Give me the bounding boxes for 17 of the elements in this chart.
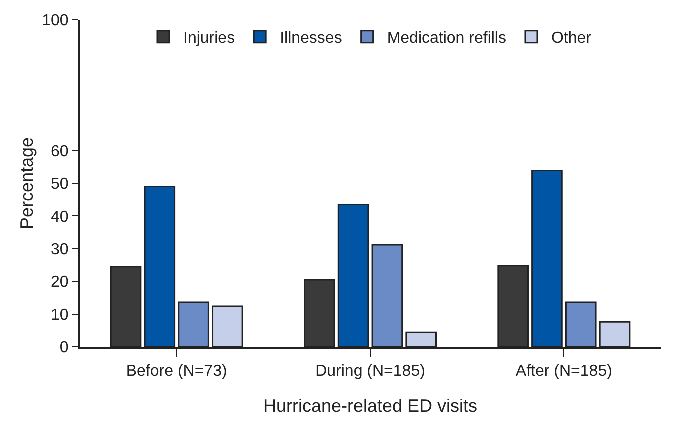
legend-label: Medication refills xyxy=(387,30,506,48)
y-tick-label: 100 xyxy=(42,12,69,30)
x-axis-title: Hurricane-related ED visits xyxy=(263,396,478,416)
y-axis-title: Percentage xyxy=(17,137,37,230)
legend-label: Injuries xyxy=(184,30,236,48)
y-tick-label: 30 xyxy=(51,242,69,258)
y-tick-label: 60 xyxy=(51,143,69,160)
legend-label: Illnesses xyxy=(280,30,342,48)
y-tick-label: 50 xyxy=(51,176,69,194)
y-tick-label: 10 xyxy=(51,306,69,324)
x-tick-label: Before (N=73) xyxy=(126,363,228,380)
y-tick-label: 40 xyxy=(51,208,69,226)
y-tick-label: 20 xyxy=(51,274,69,292)
y-tick-label: 0 xyxy=(60,340,69,357)
x-tick-label: After (N=185) xyxy=(516,363,612,380)
legend-label: Other xyxy=(551,30,592,48)
x-tick-label: During (N=185) xyxy=(316,363,426,380)
